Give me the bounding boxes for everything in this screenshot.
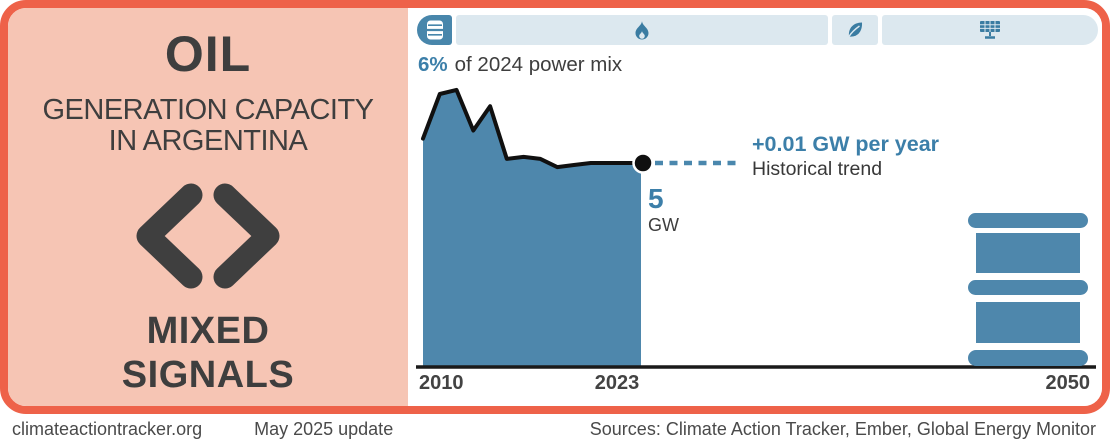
power-mix-share: 6% of 2024 power mix [418, 53, 622, 77]
trend-rate: +0.01 GW per year [752, 132, 940, 156]
power-mix-label: of 2024 power mix [454, 53, 623, 76]
area-series-fill [423, 89, 641, 367]
current-value-unit: GW [648, 215, 679, 236]
leaf-icon [848, 22, 863, 37]
infographic-card: OIL GENERATION CAPACITY IN ARGENTINA MIX… [0, 0, 1110, 414]
tick-2050: 2050 [1045, 372, 1091, 394]
mixed-signals-chevrons-icon [136, 183, 280, 289]
x-axis-ticks: 2010 2023 2050 [408, 372, 1102, 398]
sources-credit: Sources: Climate Action Tracker, Ember, … [589, 418, 1096, 439]
verdict-label: MIXED SIGNALS [122, 309, 294, 397]
chart-panel: 6% of 2024 power mix 5 GW +0.01 GW per ye [408, 8, 1102, 406]
trend-annotation: +0.01 GW per year Historical trend [752, 132, 939, 180]
current-value-dot [632, 152, 654, 174]
footer-bar: climateactiontracker.org May 2025 update… [0, 414, 1110, 444]
power-mix-tabbar [417, 15, 1098, 45]
area-series-line [421, 87, 643, 170]
tab-solar[interactable] [882, 15, 1098, 45]
tab-oil[interactable] [417, 15, 452, 45]
verdict-line-2: SIGNALS [121, 353, 295, 396]
solar-panel-icon [980, 21, 1000, 39]
subtitle-line-2: IN ARGENTINA [108, 124, 308, 157]
tick-2023: 2023 [594, 372, 640, 394]
panel-subtitle: GENERATION CAPACITY IN ARGENTINA [42, 93, 374, 157]
power-mix-value: 6% [418, 53, 448, 76]
flame-icon [635, 20, 649, 40]
left-summary-panel: OIL GENERATION CAPACITY IN ARGENTINA MIX… [8, 8, 408, 406]
current-value-label: 5 GW [648, 184, 679, 235]
capacity-area-chart [416, 87, 1096, 369]
verdict-line-1: MIXED [146, 309, 270, 352]
fuel-title: OIL [164, 26, 252, 82]
oil-barrel-icon [426, 20, 443, 40]
current-value-number: 5 [648, 183, 664, 214]
tick-2010: 2010 [419, 372, 464, 394]
oil-barrel-illustration [968, 213, 1088, 366]
trend-name: Historical trend [752, 157, 883, 180]
subtitle-line-1: GENERATION CAPACITY [42, 93, 374, 126]
site-link[interactable]: climateactiontracker.org [12, 418, 203, 439]
tab-gas[interactable] [456, 15, 828, 45]
update-date: May 2025 update [254, 418, 394, 439]
tab-bioenergy[interactable] [832, 15, 878, 45]
